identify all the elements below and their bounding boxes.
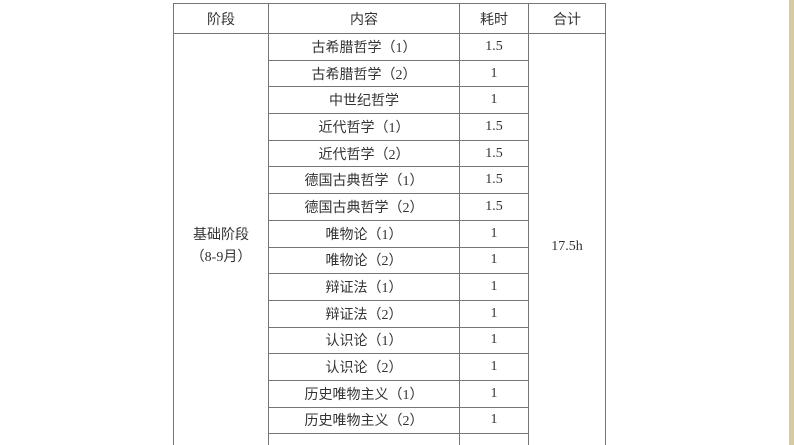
time-cell — [459, 433, 529, 445]
table-row: 唯物论（2） 1 — [174, 246, 606, 275]
time-cell: 1 — [459, 219, 529, 248]
content-cell: 辩证法（1） — [268, 273, 460, 301]
content-cell — [268, 433, 460, 445]
content-cell: 近代哲学（1） — [268, 113, 460, 141]
content-cell: 德国古典哲学（2） — [268, 193, 460, 221]
content-cell: 历史唯物主义（2） — [268, 406, 460, 435]
time-cell: 1 — [459, 299, 529, 328]
content-cell: 唯物论（1） — [268, 219, 460, 248]
content-cell: 辩证法（2） — [268, 299, 460, 328]
table-row: 辩证法（2） 1 — [174, 299, 606, 328]
table-row: 近代哲学（1） 1.5 — [174, 113, 606, 141]
table-row: 历史唯物主义（2） 1 — [174, 406, 606, 435]
content-cell: 德国古典哲学（1） — [268, 166, 460, 195]
header-time: 耗时 — [459, 3, 529, 34]
content-cell: 历史唯物主义（1） — [268, 379, 460, 408]
content-cell: 认识论（1） — [268, 326, 460, 355]
total-cell: 17.5h — [528, 33, 606, 445]
time-cell: 1.5 — [459, 193, 529, 221]
table-row: 德国古典哲学（2） 1.5 — [174, 193, 606, 221]
time-cell: 1 — [459, 379, 529, 408]
time-cell: 1 — [459, 406, 529, 435]
content-cell: 古希腊哲学（2） — [268, 59, 460, 88]
table-row: 德国古典哲学（1） 1.5 — [174, 166, 606, 195]
content-cell: 认识论（2） — [268, 353, 460, 381]
time-cell: 1.5 — [459, 113, 529, 141]
header-content: 内容 — [268, 3, 460, 34]
content-cell: 近代哲学（2） — [268, 139, 460, 168]
time-cell: 1 — [459, 326, 529, 355]
time-cell: 1 — [459, 59, 529, 88]
stage-cell: 基础阶段 （8-9月） — [173, 33, 269, 445]
content-cell: 唯物论（2） — [268, 246, 460, 275]
time-cell: 1 — [459, 246, 529, 275]
time-cell: 1 — [459, 86, 529, 115]
table-row: 基础阶段 （8-9月） 古希腊哲学（1） 1.5 17.5h — [173, 33, 606, 445]
stage-period: （8-9月） — [190, 250, 252, 265]
content-cell: 中世纪哲学 — [268, 86, 460, 115]
table-header-row: 阶段 内容 耗时 合计 — [173, 3, 606, 34]
time-cell: 1 — [459, 353, 529, 381]
content-cell: 古希腊哲学（1） — [268, 33, 460, 61]
time-cell: 1.5 — [459, 33, 529, 61]
stage-name: 基础阶段 — [193, 228, 249, 243]
table-row: 辩证法（1） 1 — [174, 273, 606, 301]
table-row: 历史唯物主义（1） 1 — [174, 379, 606, 408]
table-row: 近代哲学（2） 1.5 — [174, 139, 606, 168]
table-row-partial — [174, 433, 606, 445]
study-plan-table: 阶段 内容 耗时 合计 基础阶段 （8-9月） 古希腊哲学（1） 1.5 17.… — [173, 3, 606, 445]
header-stage: 阶段 — [173, 3, 269, 34]
table-row: 古希腊哲学（2） 1 — [174, 59, 606, 88]
header-total: 合计 — [528, 3, 606, 34]
right-edge-strip — [789, 0, 794, 445]
time-cell: 1.5 — [459, 139, 529, 168]
time-cell: 1 — [459, 273, 529, 301]
table-row: 认识论（1） 1 — [174, 326, 606, 355]
time-cell: 1.5 — [459, 166, 529, 195]
